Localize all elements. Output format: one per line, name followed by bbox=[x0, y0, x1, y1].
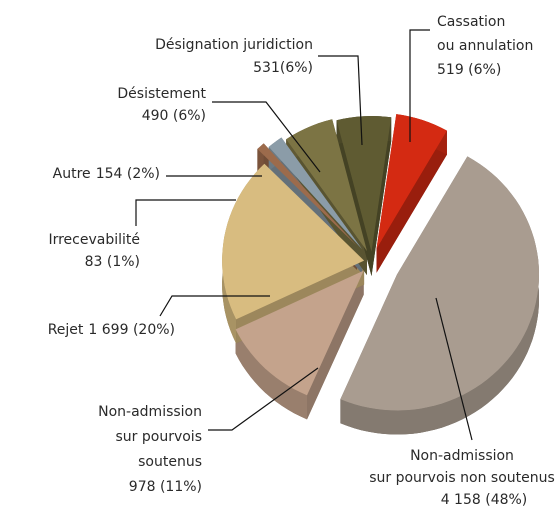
category-label: Cassation bbox=[437, 14, 505, 30]
leader-line bbox=[159, 295, 270, 317]
category-label: Autre bbox=[53, 166, 91, 182]
slice-edge bbox=[235, 329, 307, 420]
leader-line bbox=[318, 55, 363, 146]
slice-wall bbox=[371, 117, 392, 276]
value-label: 531(6%) bbox=[253, 60, 313, 76]
leader-line bbox=[435, 297, 473, 441]
value-label: 1 699 (20%) bbox=[88, 322, 175, 338]
slice-label: Autre 154 (2%) bbox=[53, 166, 160, 182]
pie-slice bbox=[222, 163, 365, 320]
slice-wall bbox=[307, 270, 364, 420]
value-label: 83 (1%) bbox=[85, 254, 140, 270]
leader-line bbox=[409, 29, 430, 142]
value-label: 978 (11%) bbox=[129, 479, 202, 495]
pie-slice bbox=[286, 119, 367, 252]
value-label: 154 (2%) bbox=[96, 166, 160, 182]
value-label: 490 (6%) bbox=[142, 108, 206, 124]
pie-slice bbox=[376, 114, 447, 249]
category-label: Irrecevabilité bbox=[48, 232, 140, 248]
category-label: Rejet bbox=[48, 322, 84, 338]
leader-line bbox=[135, 199, 236, 226]
leader-line bbox=[208, 367, 319, 431]
category-label: Désignation juridiction bbox=[155, 37, 313, 53]
pie-slice bbox=[268, 137, 363, 250]
category-label: Non-admission bbox=[98, 404, 202, 420]
category-label: ou annulation bbox=[437, 38, 533, 54]
pie-slice bbox=[235, 270, 364, 396]
category-label: Non-admission bbox=[410, 448, 514, 464]
category-label: sur pourvois bbox=[116, 429, 203, 445]
value-label: 519 (6%) bbox=[437, 62, 501, 78]
value-label: 4 158 (48%) bbox=[441, 492, 528, 508]
category-label: soutenus bbox=[138, 454, 202, 470]
slice-edge bbox=[340, 156, 539, 435]
pie-slice bbox=[340, 156, 539, 411]
slice-wall bbox=[376, 130, 447, 273]
pie-slice bbox=[336, 116, 392, 252]
category-label: sur pourvois non soutenus bbox=[369, 470, 555, 486]
leader-line bbox=[212, 101, 321, 173]
pie-slice bbox=[257, 143, 357, 246]
category-label: Désistement bbox=[117, 86, 206, 102]
slice-label: Rejet 1 699 (20%) bbox=[48, 322, 175, 338]
